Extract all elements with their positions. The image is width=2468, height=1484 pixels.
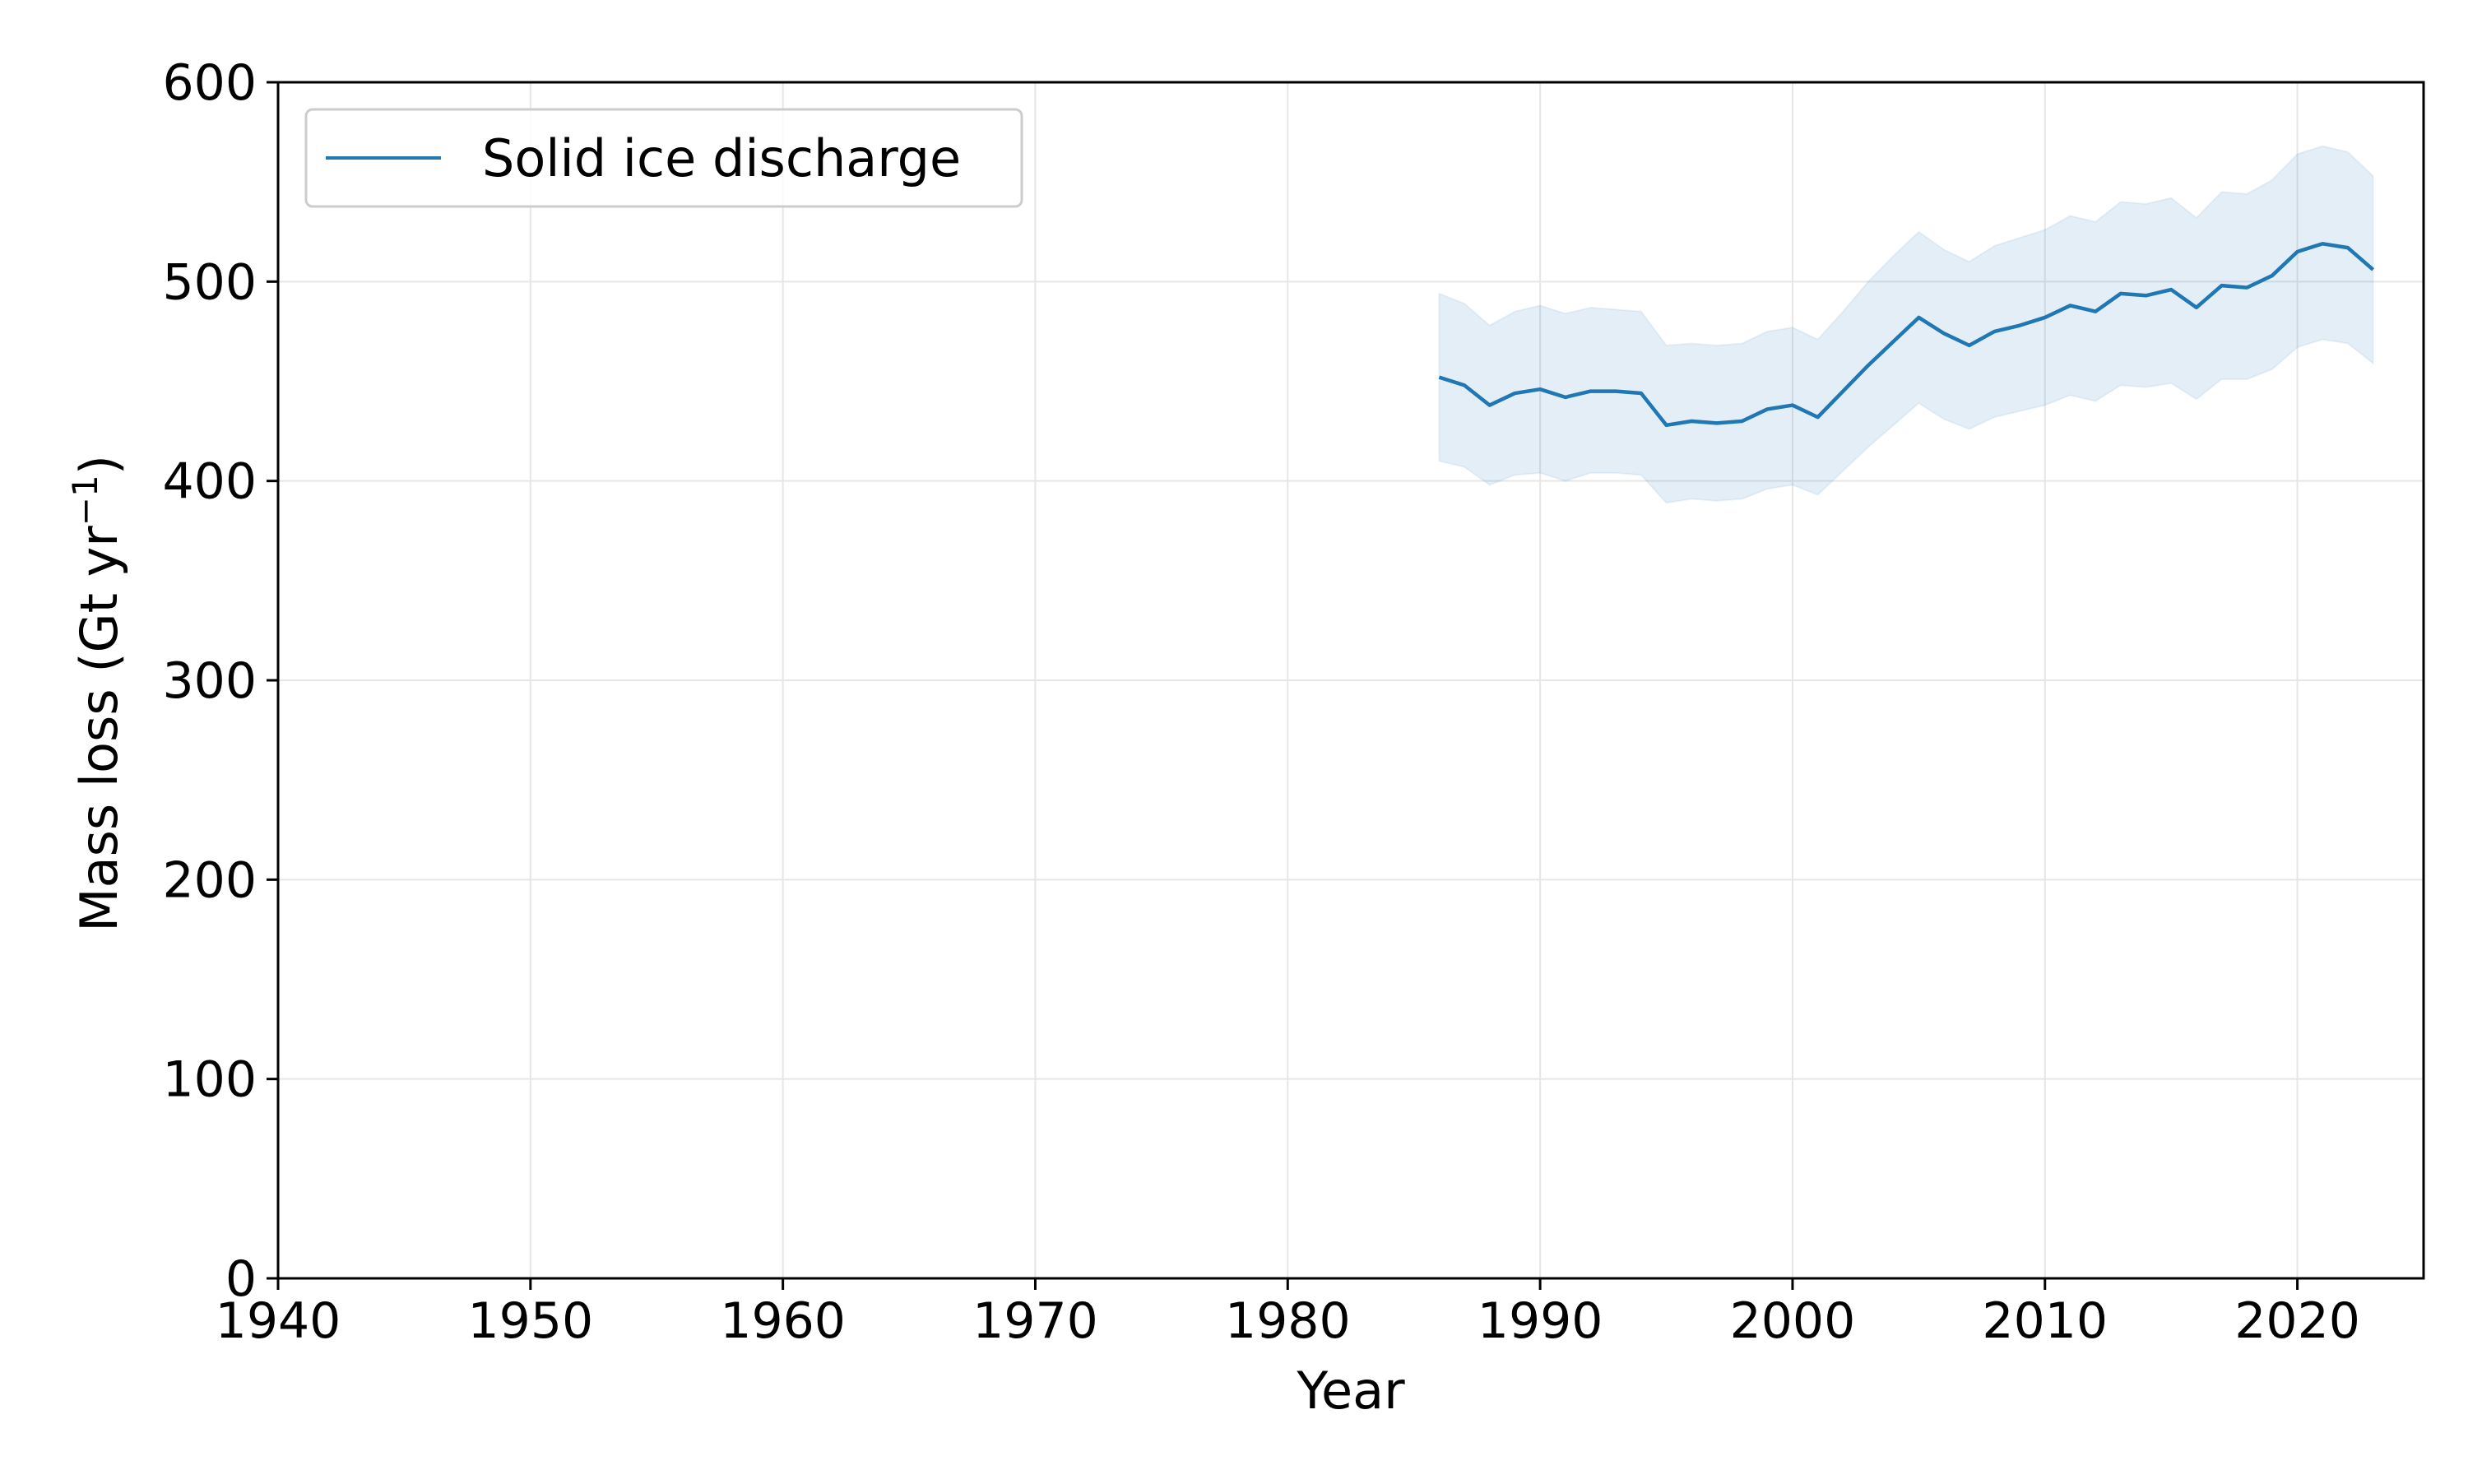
y-axis-label-superscript: −1 [65, 475, 105, 526]
x-tick-label: 1960 [720, 1292, 846, 1350]
data-point [1616, 391, 1617, 392]
data-point [2044, 317, 2045, 318]
x-tick-label: 2000 [1730, 1292, 1856, 1350]
y-tick-label: 200 [162, 851, 257, 909]
plot-area [1438, 145, 2375, 504]
data-point [1918, 317, 1919, 318]
legend-box [304, 108, 1023, 208]
data-point [2070, 305, 2071, 306]
data-point [1691, 420, 1692, 421]
legend: Solid ice discharge [304, 108, 1023, 208]
y-tick-label: 300 [162, 652, 257, 710]
x-tick-label: 1950 [467, 1292, 593, 1350]
x-tick-label: 1980 [1225, 1292, 1351, 1350]
data-point [2297, 251, 2298, 252]
y-tick-label: 500 [162, 253, 257, 311]
data-point [1716, 423, 1717, 424]
y-axis-label-text: Mass loss (Gt yr [69, 526, 129, 932]
data-point [1817, 417, 1818, 418]
y-tick-label: 0 [225, 1250, 257, 1308]
data-point [1994, 331, 1995, 332]
x-tick-label: 1940 [216, 1292, 341, 1350]
y-tick-label: 100 [162, 1051, 257, 1109]
data-point [1843, 391, 1844, 392]
data-point [1893, 341, 1894, 342]
data-point [2247, 287, 2248, 288]
data-point [2221, 285, 2222, 286]
data-point [1767, 409, 1768, 410]
axis-ticks: 1940 1950 1960 1970 1980 1990 2000 2010 2020 0 100… [162, 54, 2359, 1350]
data-point [1792, 405, 1793, 406]
data-point [1464, 385, 1465, 386]
x-tick-label: 1970 [972, 1292, 1098, 1350]
data-point [1540, 389, 1541, 390]
data-point [1489, 405, 1490, 406]
y-axis-label-close: ) [69, 455, 129, 475]
uncertainty-band [1438, 145, 2374, 504]
data-point [1640, 393, 1641, 394]
y-tick-label: 600 [162, 54, 257, 112]
data-point [1590, 391, 1591, 392]
data-point [2095, 311, 2096, 312]
y-tick-label: 400 [162, 453, 257, 511]
legend-label-solid-ice-discharge: Solid ice discharge [482, 128, 961, 188]
x-tick-label: 2020 [2234, 1292, 2360, 1350]
data-point [1439, 377, 1440, 378]
data-point [2120, 293, 2121, 294]
x-tick-label: 2010 [1982, 1292, 2108, 1350]
data-point [1666, 424, 1667, 425]
x-tick-label: 1990 [1478, 1292, 1603, 1350]
y-axis-label: Mass loss (Gt yr−1) [65, 455, 129, 932]
series-line-solid-ice-discharge [1438, 242, 2375, 428]
data-point [2322, 243, 2323, 244]
data-point [1867, 365, 1868, 366]
data-point [2196, 307, 2197, 308]
x-axis-label: Year [1296, 1361, 1405, 1421]
data-point [1944, 333, 1945, 334]
